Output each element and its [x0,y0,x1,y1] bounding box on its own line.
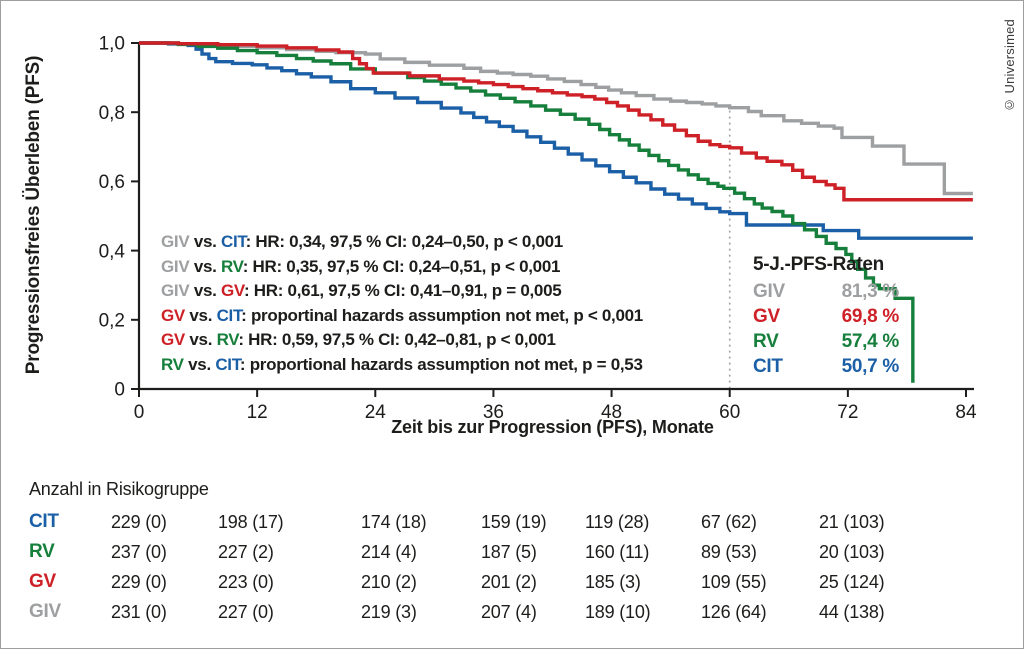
y-tick-label: 0,6 [99,172,125,193]
risk-count-cell: 20 (103) [819,542,885,562]
group-token: GIV [161,232,190,251]
rate-group-label: GIV [753,281,785,302]
risk-count-cell: 160 (11) [585,542,650,562]
pfs-rate-GV: GV 69,8 % [753,304,899,329]
km-curve-CIT [139,41,973,240]
x-tick-label: 72 [837,402,858,423]
risk-count-cell: 126 (64) [701,602,767,622]
risk-group-label: GV [29,571,56,592]
risk-count-cell: 187 (5) [481,542,537,562]
risk-count-cell: 219 (3) [361,602,417,622]
risk-count-cell: 227 (2) [218,542,274,562]
risk-count-cell: 21 (103) [819,512,885,532]
risk-group-label: RV [29,541,55,562]
risk-row-GIV: GIV 231 (0) 227 (0) 219 (3) 207 (4) 189 (10) 1… [1,597,1023,627]
risk-count-cell: 201 (2) [481,572,537,592]
rate-group-label: RV [753,331,779,352]
stat-line-GV-vs-CIT: GV vs. CIT: proportinal hazards assumpti… [161,305,643,325]
x-tick-label: 48 [601,402,622,423]
group-token: GV [161,330,185,349]
x-tick-label: 36 [483,402,504,423]
rate-value: 81,3 % [841,281,900,302]
stat-line-GIV-vs-RV: GIV vs. RV: HR: 0,35, 97,5 % CI: 0,24–0,… [161,256,561,276]
y-tick-label: 0 [114,380,125,401]
rate-group-label: GV [753,306,780,327]
risk-count-cell: 227 (0) [218,602,274,622]
pfs-rate-GIV: GIV 81,3 % [753,279,899,304]
km-chart-plot: 0 0,2 0,4 0,6 0,8 1,0 0 12 24 36 48 60 72 84 [99,34,977,423]
y-tick-label: 0,2 [99,310,125,331]
risk-count-cell: 67 (62) [701,512,757,532]
risk-count-cell: 214 (4) [361,542,417,562]
risk-count-cell: 174 (18) [361,512,427,532]
risk-count-cell: 223 (0) [218,572,274,592]
rate-value: 57,4 % [841,331,900,352]
stat-line-RV-vs-CIT: RV vs. CIT: proportional hazards assumpt… [161,354,643,374]
y-tick-label: 0,8 [99,103,125,124]
risk-count-cell: 119 (28) [585,512,650,532]
risk-count-cell: 198 (17) [218,512,284,532]
stat-line-GIV-vs-CIT: GIV vs. CIT: HR: 0,34, 97,5 % CI: 0,24–0… [161,232,563,251]
risk-count-cell: 109 (55) [701,572,767,592]
rate-group-label: CIT [753,356,783,377]
rate-value: 50,7 % [841,356,900,377]
group-token: GV [220,281,245,300]
risk-group-label: CIT [29,511,59,532]
x-tick-label: 24 [365,402,387,423]
risk-count-cell: 185 (3) [585,572,641,592]
x-tick-label: 12 [247,402,268,423]
risk-count-cell: 25 (124) [819,572,885,592]
risk-count-cell: 159 (19) [481,512,547,532]
risk-row-CIT: CIT 229 (0) 198 (17) 174 (18) 159 (19) 119 (2… [1,507,1023,537]
y-axis-label: Progressionsfreies Überleben (PFS) [23,55,44,375]
km-curve-RV [139,41,915,383]
risk-count-cell: 207 (4) [481,602,537,622]
group-token: CIT [220,232,246,251]
x-tick-label: 84 [955,402,977,423]
risk-count-cell: 189 (10) [585,602,651,622]
pfs-rates-rows: GIV 81,3 % GV 69,8 % RV 57,4 % CIT 50,7 % [753,279,899,379]
stats-annotations: GIV vs. CIT: HR: 0,34, 97,5 % CI: 0,24–0… [161,230,643,377]
risk-count-cell: 229 (0) [111,512,167,532]
copyright-note: © Universimed [1002,19,1017,113]
x-tick-label: 0 [134,402,145,423]
risk-count-cell: 210 (2) [361,572,417,592]
group-token: RV [161,354,184,374]
group-token: GIV [161,256,190,276]
group-token: CIT [215,354,240,374]
risk-count-cell: 44 (138) [819,602,885,622]
risk-row-GV: GV 229 (0) 223 (0) 210 (2) 201 (2) 185 (3) 109… [1,567,1023,597]
y-tick-label: 0,4 [99,241,126,262]
group-token: RV [216,330,239,349]
risk-count-cell: 237 (0) [111,542,167,562]
group-token: GIV [161,281,190,300]
risk-row-RV: RV 237 (0) 227 (2) 214 (4) 187 (5) 160 (11) 89… [1,537,1023,567]
km-curve-GV [139,41,973,202]
x-tick-label: 60 [719,402,740,423]
pfs-rates-box: 5-J.-PFS-Raten GIV 81,3 % GV 69,8 % RV 57,4 %… [753,254,899,379]
pfs-rate-CIT: CIT 50,7 % [753,354,899,379]
group-token: RV [220,256,243,276]
x-axis-label: Zeit bis zur Progression (PFS), Monate [391,417,714,437]
stat-line-GIV-vs-GV: GIV vs. GV: HR: 0,61, 97,5 % CI: 0,41–0,… [161,281,562,300]
group-token: CIT [216,305,242,325]
risk-count-cell: 231 (0) [111,602,167,622]
risk-group-label: GIV [29,601,61,622]
risk-table-title: Anzahl in Risikogruppe [29,479,209,499]
risk-count-cell: 229 (0) [111,572,167,592]
rate-value: 69,8 % [841,306,900,327]
pfs-rate-RV: RV 57,4 % [753,329,899,354]
stat-line-GV-vs-RV: GV vs. RV: HR: 0,59, 97,5 % CI: 0,42–0,8… [161,330,556,349]
pfs-rates-title: 5-J.-PFS-Raten [753,254,884,275]
risk-count-cell: 89 (53) [701,542,757,562]
y-tick-label: 1,0 [99,34,125,55]
group-token: GV [161,305,185,325]
